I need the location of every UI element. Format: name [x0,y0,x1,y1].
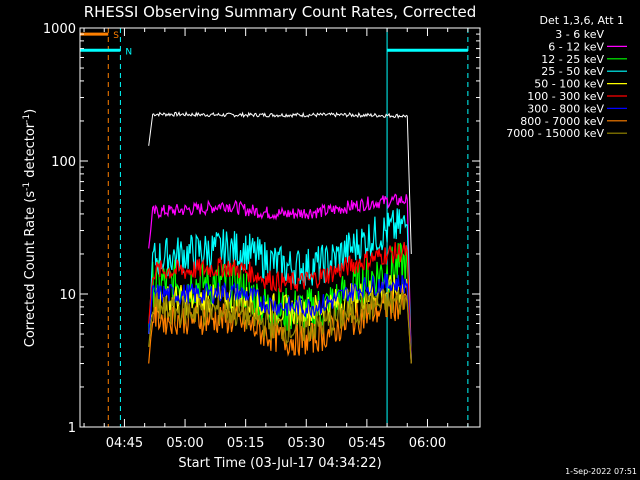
series-line [148,111,412,255]
legend-entry-label: 50 - 100 keV [534,78,604,91]
x-tick-label: 05:30 [288,436,325,451]
series-line [148,241,412,364]
legend-entry-label: 6 - 12 keV [548,40,604,53]
series-line [148,288,412,364]
x-tick-label: 05:45 [348,436,385,451]
legend-entry-label: 7000 - 15000 keV [506,127,604,140]
flag-label: S [113,31,119,41]
y-tick-label: 1000 [43,22,76,37]
x-tick-label: 05:15 [227,436,264,451]
y-axis-label: Corrected Count Rate (s-1 detector-1) [22,109,38,347]
flag-label: N [125,47,132,57]
footer-timestamp: 1-Sep-2022 07:51 [565,467,637,476]
plot-area: SN [79,28,469,427]
plot-frame [79,27,481,428]
series-line [148,288,412,364]
y-axis: 1 10 100 1000 [43,22,480,436]
x-tick-label: 05:00 [166,436,203,451]
series-line [148,273,412,364]
y-tick-label: 100 [51,155,76,170]
legend-entry-label: 3 - 6 keV [555,28,604,41]
legend-header: Det 1,3,6, Att 1 [540,14,624,27]
legend-entry-label: 100 - 300 keV [527,90,604,103]
x-axis-label: Start Time (03-Jul-17 04:34:22) [178,456,381,471]
x-tick-label: 06:00 [409,436,446,451]
legend-entry-label: 25 - 50 keV [541,65,604,78]
chart-title: RHESSI Observing Summary Count Rates, Co… [84,3,477,21]
y-tick-label: 10 [59,288,76,303]
legend-entry-label: 12 - 25 keV [541,53,604,66]
y-tick-label: 1 [68,421,76,436]
legend-entry-label: 800 - 7000 keV [520,115,604,128]
legend-entry-label: 300 - 800 keV [527,102,604,115]
series-line [148,193,412,364]
x-tick-label: 04:45 [106,436,143,451]
x-axis: 04:45 05:00 05:15 05:30 05:45 06:00 [83,28,469,451]
